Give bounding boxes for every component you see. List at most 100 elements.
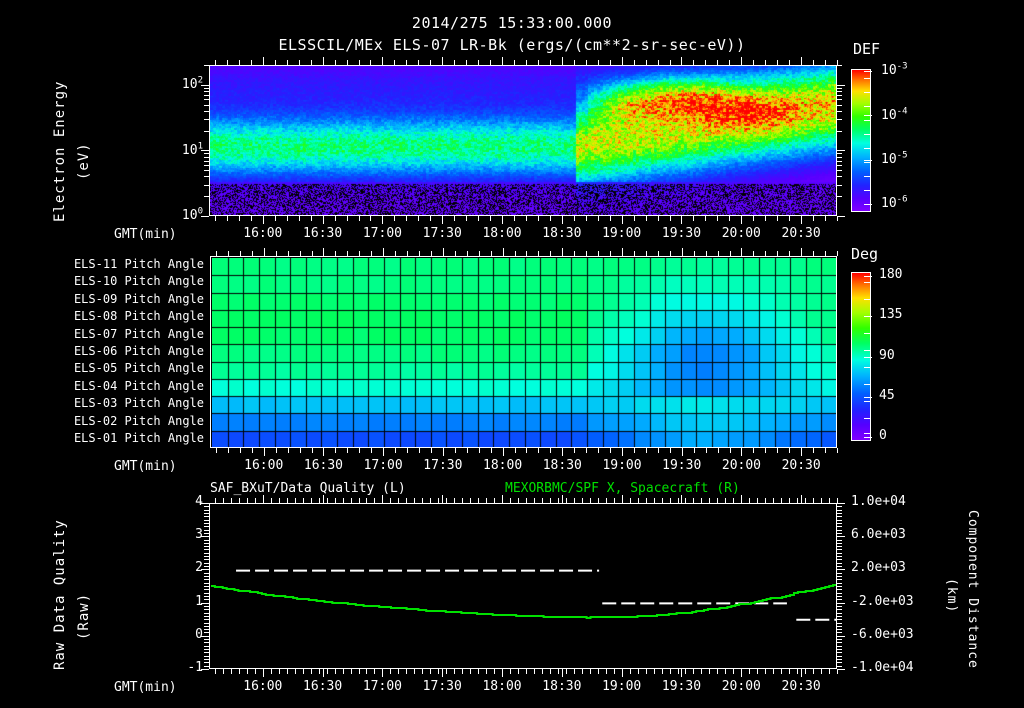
panel3-xtick-minor	[502, 669, 504, 674]
deg-colorbar-tick	[864, 316, 872, 318]
panel2-xtick-minor	[753, 448, 755, 453]
panel3-xtick-label: 16:30	[303, 679, 343, 694]
panel1-xtick-minor-top	[717, 60, 719, 65]
panel2-xtick-minor-top	[610, 251, 612, 256]
spacecraft-distance-curve	[211, 584, 836, 619]
panel2-xtick-minor	[825, 448, 827, 453]
panel1-xtick-minor-top	[657, 60, 659, 65]
panel2-xtick-minor	[454, 448, 456, 453]
panel2-xtick-minor	[765, 448, 767, 453]
panel3-ytick-right-label: 2.0e+03	[851, 560, 906, 576]
panel1-xtick-minor	[310, 216, 312, 221]
panel3-ytick-minor-right	[837, 665, 842, 667]
line-plot-panel	[209, 503, 837, 669]
panel2-xtick-minor-top	[287, 251, 289, 256]
panel3-xtick-minor-top	[334, 498, 336, 503]
panel1-xtick-label: 18:00	[482, 226, 522, 241]
panel3-xtick-minor	[789, 669, 791, 674]
panel3-ytick-minor-left	[204, 629, 209, 631]
pitch-row-label: ELS-06 Pitch Angle	[73, 344, 204, 358]
panel3-ytick-minor-left	[204, 556, 209, 558]
panel1-xtick-minor	[214, 216, 216, 221]
panel1-ytick-minor-right	[837, 130, 842, 132]
panel1-xtick-minor-top	[346, 60, 348, 65]
panel2-xtick-label: 16:30	[303, 458, 344, 473]
panel2-xtick-minor-top	[801, 251, 803, 256]
panel2-xtick-minor-top	[227, 251, 229, 256]
deg-colorbar-label: 180	[879, 267, 903, 282]
panel3-xtick-minor	[709, 669, 711, 674]
line-plot-svg	[211, 569, 836, 621]
panel3-xtick-minor	[462, 669, 464, 674]
panel3-yunit-left: (Raw)	[76, 592, 92, 640]
panel3-xtick-minor-top	[470, 498, 472, 503]
pitch-angle-image	[212, 258, 836, 447]
panel1-xtick-minor-top	[585, 60, 587, 65]
panel3-xtick-minor-top	[262, 498, 264, 503]
panel1-xtick-minor-top	[262, 60, 264, 65]
panel3-xtick-label: 17:00	[362, 679, 402, 694]
panel3-xtick-minor-top	[302, 498, 304, 503]
panel1-xtick-minor	[657, 216, 659, 221]
panel3-xtick-minor	[446, 669, 448, 674]
panel3-ytick-minor-left	[204, 659, 209, 661]
panel3-xtick-minor-top	[422, 498, 424, 503]
panel1-xtick-minor-top	[310, 60, 312, 65]
panel3-xtick-minor-top	[350, 498, 352, 503]
panel1-ytick-major	[201, 84, 209, 86]
panel1-xtick-minor-top	[573, 60, 575, 65]
panel1-xtick-minor-top	[633, 60, 635, 65]
panel3-ytick-minor-right	[837, 612, 842, 614]
panel3-xtick-minor	[821, 669, 823, 674]
panel1-xtick-minor	[490, 216, 492, 221]
panel3-ytick-minor-left	[204, 542, 209, 544]
panel1-xtick-minor-top	[669, 60, 671, 65]
panel1-xtick-minor	[825, 216, 827, 221]
panel3-xtick-minor-top	[589, 498, 591, 503]
panel1-xtick-minor-top	[334, 60, 336, 65]
panel2-xtick-minor-top	[419, 251, 420, 256]
panel1-xtick-label: 20:00	[721, 226, 761, 241]
panel3-ytick-minor-left	[204, 503, 209, 504]
panel3-ytick-minor-left	[204, 652, 209, 654]
panel3-ytick-minor-left	[204, 592, 209, 594]
panel3-xtick-major-top	[442, 495, 444, 503]
panel2-xtick-minor-top	[586, 251, 588, 256]
panel1-ytick-minor-right	[837, 164, 842, 166]
panel3-left-title: SAF_BXuT/Data Quality (L)	[210, 481, 406, 496]
panel1-ytick-minor	[204, 91, 209, 93]
panel3-xtick-minor-top	[749, 498, 751, 503]
panel3-ytick-minor-left	[204, 576, 209, 578]
panel1-xtick-minor-top	[490, 60, 492, 65]
def-colorbar-label: 10-3	[881, 62, 908, 79]
panel3-xtick-minor-top	[757, 498, 759, 503]
panel2-xtick-minor	[598, 448, 600, 453]
panel2-xtick-minor	[693, 448, 695, 453]
panel1-ylabel: Electron Energy	[52, 80, 68, 222]
panel3-xtick-minor	[246, 669, 248, 674]
panel1-xtick-minor	[394, 216, 396, 221]
panel3-ytick-minor-right	[837, 649, 842, 651]
panel3-ytick-minor-left	[204, 506, 209, 508]
panel2-xtick-minor	[801, 448, 803, 453]
panel1-xtick-minor	[358, 216, 360, 221]
panel2-xtick-label: 17:30	[423, 458, 463, 473]
panel1-xtick-minor	[597, 216, 599, 221]
panel2-xtick-label: 18:30	[542, 458, 582, 473]
spectrogram-panel	[209, 65, 837, 216]
panel2-xtick-minor-top	[693, 251, 695, 256]
panel2-xtick-minor	[215, 448, 217, 453]
panel3-xtick-major-top	[561, 495, 563, 503]
panel3-xtick-label: 18:00	[482, 679, 522, 694]
panel1-xtick-label: 19:00	[602, 226, 642, 241]
panel2-xtick-minor-top	[311, 251, 313, 256]
panel1-xtick-minor-top	[286, 60, 288, 65]
panel1-xtick-minor	[777, 216, 779, 221]
panel1-ytick-label: 101	[181, 141, 203, 158]
panel1-xtick-minor-top	[681, 60, 683, 65]
panel1-xtick-minor-top	[274, 60, 276, 65]
panel3-xtick-minor	[725, 669, 727, 674]
panel3-xtick-minor-top	[406, 498, 408, 503]
deg-colorbar-tick	[864, 356, 872, 358]
panel2-xtick-minor	[490, 448, 492, 453]
